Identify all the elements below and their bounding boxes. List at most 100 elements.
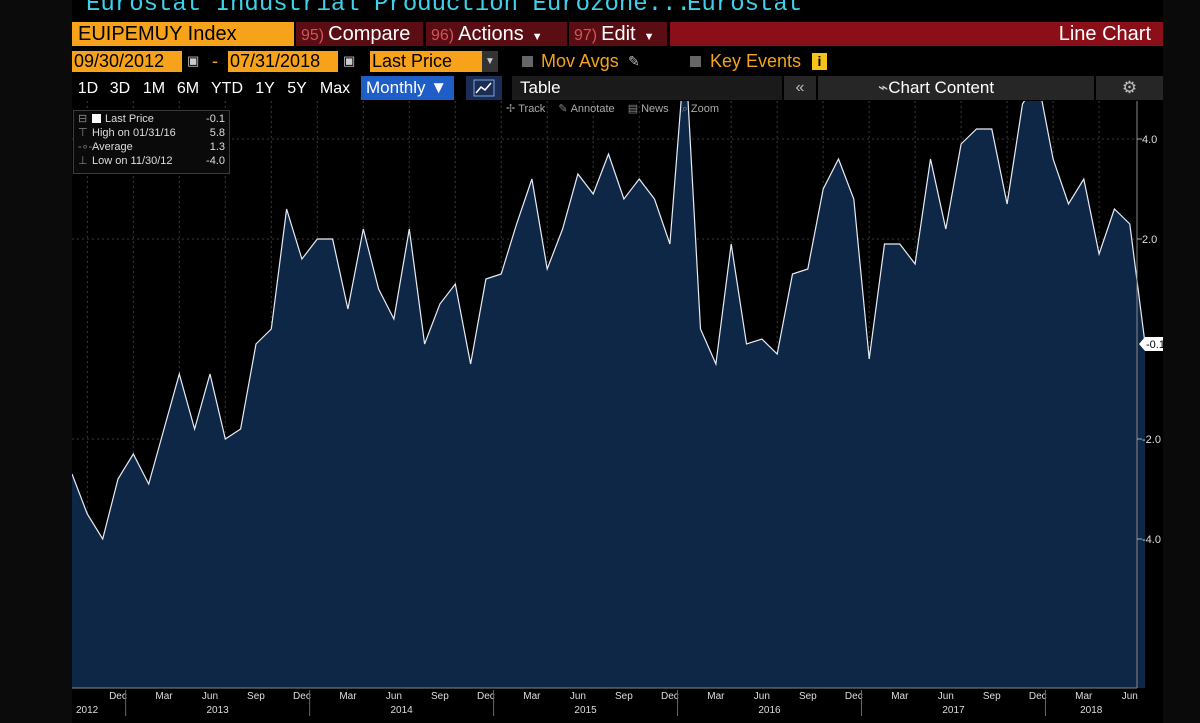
start-date-input[interactable]: 09/30/2012	[72, 51, 182, 72]
chart-legend: ⊟ Last Price -0.1 ⊤ High on 01/31/16 5.8 -…	[73, 110, 230, 174]
y-tick-label: 4.0	[1142, 134, 1157, 146]
period-max[interactable]: Max	[319, 80, 351, 97]
title-bar: Eurostat Industrial Production Eurozone.…	[72, 0, 1163, 20]
x-year-label: 2017	[942, 705, 965, 716]
legend-average-label: Average	[92, 141, 133, 153]
chart-tools: ✢ Track ✎ Annotate ▤ News ⌕ Zoom	[506, 102, 729, 118]
y-tick-label: 2.0	[1142, 234, 1157, 246]
legend-high-value: 5.8	[209, 127, 225, 139]
actions-button[interactable]: 96) Actions ▼	[426, 22, 567, 46]
compare-button[interactable]: 95) Compare	[296, 22, 423, 46]
period-1m[interactable]: 1M	[142, 80, 166, 97]
edit-label: Edit	[601, 23, 636, 45]
zoom-tool[interactable]: ⌕ Zoom	[682, 103, 719, 115]
info-icon[interactable]: i	[812, 53, 827, 70]
compare-number: 95)	[301, 27, 325, 44]
chart-content-button[interactable]: ⌁Chart Content	[818, 76, 1094, 100]
source-label: Eurostat	[687, 0, 803, 18]
field-select[interactable]: Last Price	[370, 51, 482, 72]
zoom-icon: ⌕	[681, 103, 688, 115]
x-month-label: Sep	[431, 691, 449, 702]
command-toolbar: EUIPEMUY Index 95) Compare 96) Actions ▼ 97…	[72, 20, 1163, 47]
y-axis: 6.04.02.0-2.0-4.0-0.1	[1136, 101, 1163, 688]
news-icon: ▤	[627, 103, 639, 115]
x-month-label: Dec	[845, 691, 863, 702]
collapse-icon[interactable]: «	[784, 76, 816, 100]
x-month-label: Mar	[1075, 691, 1093, 702]
x-month-label: Dec	[477, 691, 495, 702]
x-month-label: Jun	[570, 691, 586, 702]
average-marker-icon: -∘-	[78, 141, 93, 153]
period-toolbar: 1D 3D 1M 6M YTD 1Y 5Y Max Monthly ▼ Tabl…	[72, 76, 1163, 101]
period-1y[interactable]: 1Y	[255, 80, 275, 97]
x-axis: Dec Mar Jun Sep Dec Mar Jun Sep Dec Mar Jun Sep Dec M…	[72, 687, 1138, 716]
x-month-label: Sep	[247, 691, 265, 702]
x-year-label: 2015	[574, 705, 597, 716]
x-month-label: Jun	[754, 691, 770, 702]
track-tool[interactable]: ✢ Track	[506, 103, 545, 115]
legend-low-label: Low on 11/30/12	[92, 155, 173, 167]
period-6m[interactable]: 6M	[176, 80, 200, 97]
line-chart-icon[interactable]	[466, 76, 502, 100]
period-1d[interactable]: 1D	[77, 80, 99, 97]
actions-number: 96)	[431, 27, 455, 44]
x-month-label: Dec	[109, 691, 127, 702]
right-margin	[1163, 0, 1200, 723]
end-date-input[interactable]: 07/31/2018	[228, 51, 338, 72]
period-3d[interactable]: 3D	[109, 80, 131, 97]
track-icon: ✢	[506, 103, 516, 115]
track-label: Track	[518, 103, 546, 115]
field-dropdown-icon[interactable]: ▼	[482, 51, 498, 72]
key-events-checkbox[interactable]	[690, 56, 701, 67]
end-calendar-icon[interactable]: ▣	[343, 53, 356, 68]
period-5y[interactable]: 5Y	[287, 80, 307, 97]
window-title: Eurostat Industrial Production Eurozone.…	[86, 0, 691, 18]
x-month-label: Dec	[1029, 691, 1047, 702]
mov-avgs-checkbox[interactable]	[522, 56, 533, 67]
compare-label: Compare	[328, 23, 411, 45]
period-ytd[interactable]: YTD	[211, 80, 243, 97]
ticker-field[interactable]: EUIPEMUY Index	[72, 22, 294, 46]
legend-average: -∘-Average	[78, 141, 133, 154]
actions-caret-icon: ▼	[531, 31, 543, 43]
legend-collapse-icon[interactable]: ⊟	[78, 113, 88, 125]
y-tick-label: -4.0	[1142, 534, 1161, 546]
x-year-label: 2018	[1080, 705, 1103, 716]
annotate-tool[interactable]: ✎ Annotate	[558, 103, 614, 115]
y-tick-label: -2.0	[1142, 434, 1161, 446]
legend-low-value: -4.0	[206, 155, 225, 167]
date-separator: -	[212, 51, 218, 71]
news-label: News	[641, 103, 669, 115]
legend-swatch	[92, 114, 101, 123]
annotate-label: Annotate	[570, 103, 615, 115]
mov-avgs-label: Mov Avgs	[541, 51, 619, 71]
table-button[interactable]: Table	[512, 76, 782, 100]
legend-last-price: ⊟ Last Price	[78, 113, 154, 126]
x-month-label: Mar	[155, 691, 173, 702]
chart-content-icon: ⌁	[878, 78, 889, 97]
range-toolbar: 09/30/2012 ▣ - 07/31/2018 ▣ Last Price ▼…	[72, 49, 1163, 74]
x-month-label: Jun	[938, 691, 954, 702]
edit-button[interactable]: 97) Edit ▼	[569, 22, 667, 46]
gear-icon[interactable]: ⚙	[1096, 76, 1163, 100]
x-month-label: Sep	[615, 691, 633, 702]
x-month-label: Mar	[891, 691, 909, 702]
last-value-label: -0.1	[1146, 339, 1163, 351]
pencil-icon[interactable]: ✎	[628, 53, 640, 69]
x-month-label: Sep	[983, 691, 1001, 702]
frequency-select[interactable]: Monthly ▼	[361, 76, 454, 100]
actions-label: Actions	[458, 23, 524, 45]
x-month-label: Dec	[293, 691, 311, 702]
x-year-label: 2014	[390, 705, 413, 716]
key-events-label: Key Events	[710, 51, 802, 71]
edit-number: 97)	[574, 27, 598, 44]
x-month-label: Sep	[799, 691, 817, 702]
line-chart[interactable]: 6.04.02.0-2.0-4.0-0.1 DecMarJunSepDecMar…	[72, 101, 1163, 723]
start-calendar-icon[interactable]: ▣	[187, 53, 200, 68]
series-area	[72, 101, 1146, 688]
legend-high: ⊤ High on 01/31/16	[78, 127, 176, 140]
x-month-label: Mar	[339, 691, 357, 702]
legend-low: ⊥ Low on 11/30/12	[78, 155, 173, 168]
news-tool[interactable]: ▤ News	[628, 103, 669, 115]
annotate-icon: ✎	[558, 103, 568, 115]
